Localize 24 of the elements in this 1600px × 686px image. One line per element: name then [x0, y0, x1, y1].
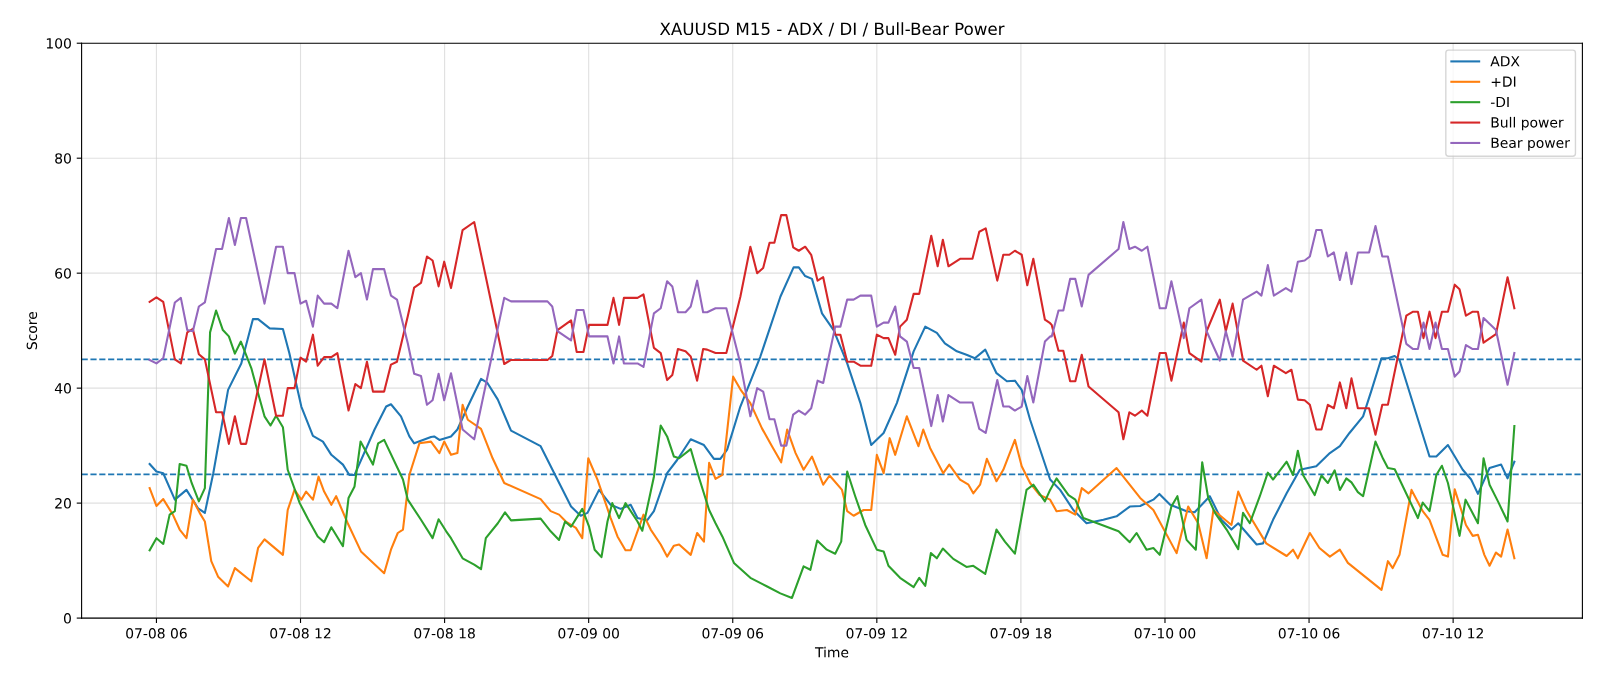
legend-label: Bear power [1491, 137, 1570, 151]
x-tick-label: 07-10 06 [1278, 628, 1340, 639]
y-tick-label: 80 [55, 153, 71, 164]
x-tick-label: 07-10 12 [1422, 628, 1483, 639]
x-tick-label: 07-09 06 [702, 628, 764, 639]
legend-label: Bull power [1491, 116, 1564, 131]
y-axis-title: Score [26, 311, 38, 350]
chart-title: XAUUSD M15 - ADX / DI / Bull-Bear Power [659, 22, 1005, 37]
y-tick-label: 0 [63, 613, 71, 624]
x-axis-title: Time [814, 646, 849, 658]
y-tick-label: 40 [54, 383, 71, 394]
legend-label: ADX [1490, 56, 1520, 67]
x-tick-label: 07-10 00 [1134, 628, 1196, 639]
x-tick-label: 07-08 06 [126, 628, 187, 639]
x-tick-label: 07-08 12 [270, 628, 331, 639]
x-tick-label: 07-09 00 [558, 628, 619, 639]
legend-label: +DI [1491, 76, 1516, 87]
y-tick-label: 100 [46, 38, 71, 49]
x-tick-label: 07-08 18 [414, 628, 475, 639]
x-tick-label: 07-09 18 [990, 628, 1052, 639]
legend-label: -DI [1490, 96, 1509, 108]
y-tick-label: 60 [55, 268, 71, 279]
x-tick-label: 07-09 12 [846, 628, 907, 639]
y-tick-label: 20 [55, 498, 71, 509]
